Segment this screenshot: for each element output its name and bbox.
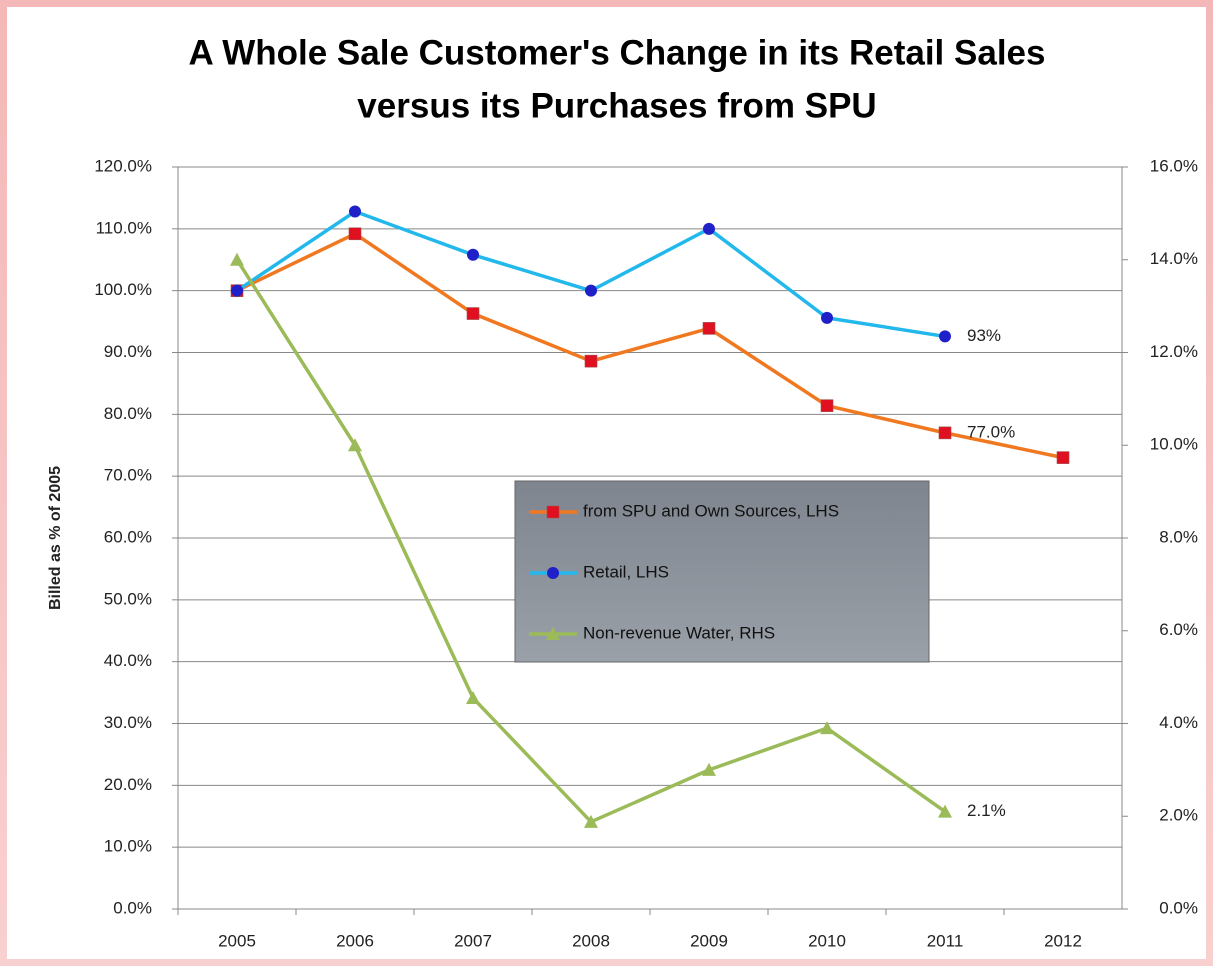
series-line [236, 232, 1064, 460]
y-tick-label: 90.0% [104, 342, 152, 361]
x-tick-label: 2011 [927, 931, 964, 950]
x-tick-label: 2010 [808, 931, 846, 950]
marker [585, 284, 597, 297]
marker [546, 505, 560, 519]
y-tick-label: 0.0% [113, 898, 152, 917]
marker [702, 762, 716, 776]
marker [466, 690, 480, 704]
x-tick-label: 2006 [336, 931, 374, 950]
y-tick-label: 60.0% [104, 527, 152, 546]
marker [938, 804, 952, 818]
legend-box [514, 480, 930, 663]
marker [466, 307, 480, 320]
y2-tick-label: 4.0% [1159, 713, 1198, 732]
marker [584, 354, 598, 368]
data-label: 93% [967, 326, 1001, 345]
legend-label: from SPU and Own Sources, LHS [583, 501, 839, 520]
chart-title: A Whole Sale Customer's Change in its Re… [189, 33, 1046, 72]
x-tick-label: 2008 [572, 931, 610, 950]
y-tick-label: 30.0% [104, 713, 152, 732]
y-tick-label: 40.0% [104, 651, 152, 670]
x-tick-label: 2005 [218, 931, 256, 950]
y2-tick-label: 6.0% [1159, 620, 1198, 639]
marker [547, 567, 559, 579]
marker [546, 627, 560, 640]
marker [820, 721, 834, 735]
legend-label: Non-revenue Water, RHS [583, 623, 775, 642]
y2-tick-label: 14.0% [1150, 249, 1198, 268]
y-tick-label: 100.0% [94, 280, 152, 299]
y-tick-label: 20.0% [104, 775, 152, 794]
marker [702, 322, 716, 335]
chart-title: versus its Purchases from SPU [357, 86, 876, 125]
y-tick-label: 120.0% [94, 156, 152, 175]
y-tick-label: 110.0% [96, 218, 152, 237]
y2-tick-label: 2.0% [1159, 806, 1198, 825]
x-tick-label: 2012 [1044, 931, 1082, 950]
marker [349, 205, 361, 218]
y-tick-label: 50.0% [104, 589, 152, 608]
marker [939, 330, 951, 343]
y2-tick-label: 12.0% [1150, 342, 1198, 361]
y-axis-label: Billed as % of 2005 [47, 466, 64, 610]
legend-label: Retail, LHS [583, 562, 669, 581]
x-tick-label: 2007 [454, 931, 492, 950]
marker [703, 222, 715, 235]
marker [467, 248, 479, 261]
marker [584, 814, 598, 828]
y2-tick-label: 16.0% [1150, 156, 1198, 175]
marker [820, 399, 834, 412]
y2-tick-label: 8.0% [1159, 527, 1198, 546]
y2-tick-label: 10.0% [1150, 435, 1198, 454]
y-tick-label: 80.0% [104, 404, 152, 423]
marker [231, 284, 243, 297]
data-label: 2.1% [967, 801, 1006, 820]
x-tick-label: 2009 [690, 931, 728, 950]
marker [348, 227, 362, 241]
y-tick-label: 70.0% [104, 466, 152, 485]
marker [938, 426, 952, 440]
marker [1056, 451, 1070, 464]
y-tick-label: 10.0% [104, 837, 152, 856]
marker [821, 311, 833, 324]
marker [348, 438, 362, 452]
marker [230, 252, 244, 266]
data-label: 77.0% [967, 422, 1015, 441]
y2-tick-label: 0.0% [1159, 898, 1198, 917]
